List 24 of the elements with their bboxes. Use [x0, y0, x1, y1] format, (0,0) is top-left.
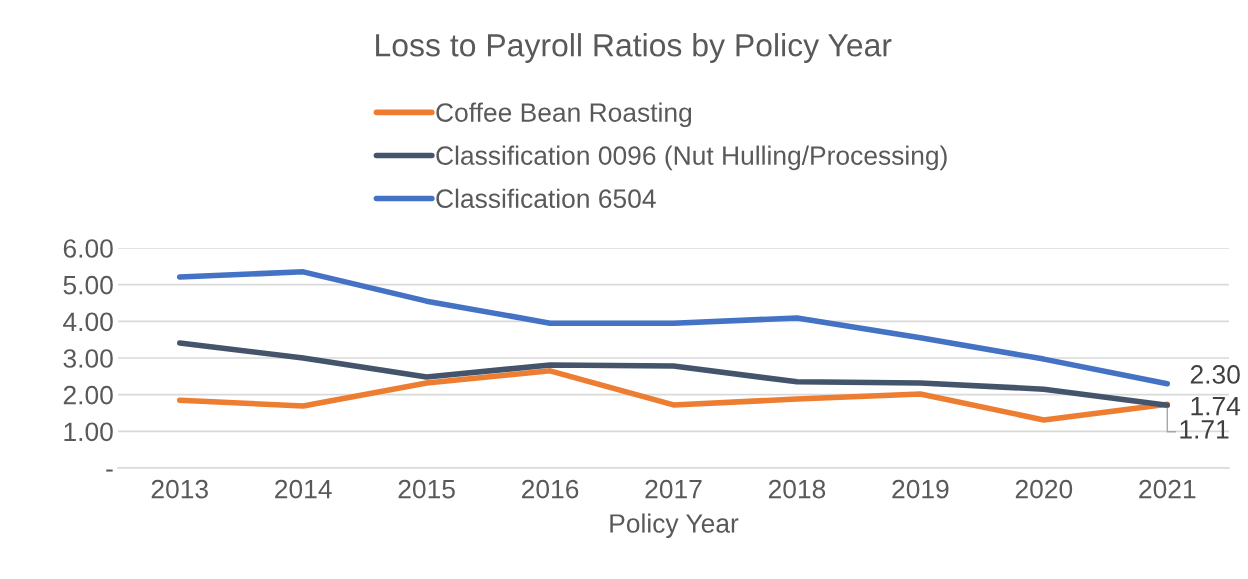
- y-tick-label: 2.00: [63, 385, 113, 405]
- legend-label: Classification 0096 (Nut Hulling/Processing): [436, 145, 947, 171]
- x-tick-label: 2013: [151, 479, 208, 499]
- y-tick-label: -: [106, 469, 113, 472]
- y-tick-label: 1.00: [64, 422, 113, 442]
- y-tick-label: 6.00: [63, 239, 113, 258]
- legend-label: Coffee Bean Roasting: [436, 102, 692, 128]
- data-label: 2.30: [1190, 365, 1240, 384]
- data-label: 1.71: [1180, 420, 1229, 439]
- data-label: 1.74: [1191, 397, 1241, 416]
- x-tick-label: 2017: [645, 479, 702, 499]
- y-tick-label: 4.00: [63, 312, 113, 332]
- x-tick-label: 2016: [522, 479, 579, 499]
- y-tick-label: 5.00: [63, 275, 113, 295]
- x-tick-label: 2015: [398, 479, 455, 499]
- x-axis-title: Policy Year: [610, 513, 739, 539]
- x-tick-label: 2020: [1015, 479, 1073, 499]
- x-tick-label: 2018: [768, 479, 826, 499]
- x-tick-label: 2021: [1139, 479, 1196, 499]
- chart-title: Loss to Payroll Ratios by Policy Year: [376, 33, 892, 63]
- x-tick-label: 2014: [275, 479, 332, 499]
- legend-label: Classification 6504: [436, 188, 656, 209]
- x-tick-label: 2019: [892, 479, 949, 499]
- y-tick-label: 3.00: [63, 349, 113, 368]
